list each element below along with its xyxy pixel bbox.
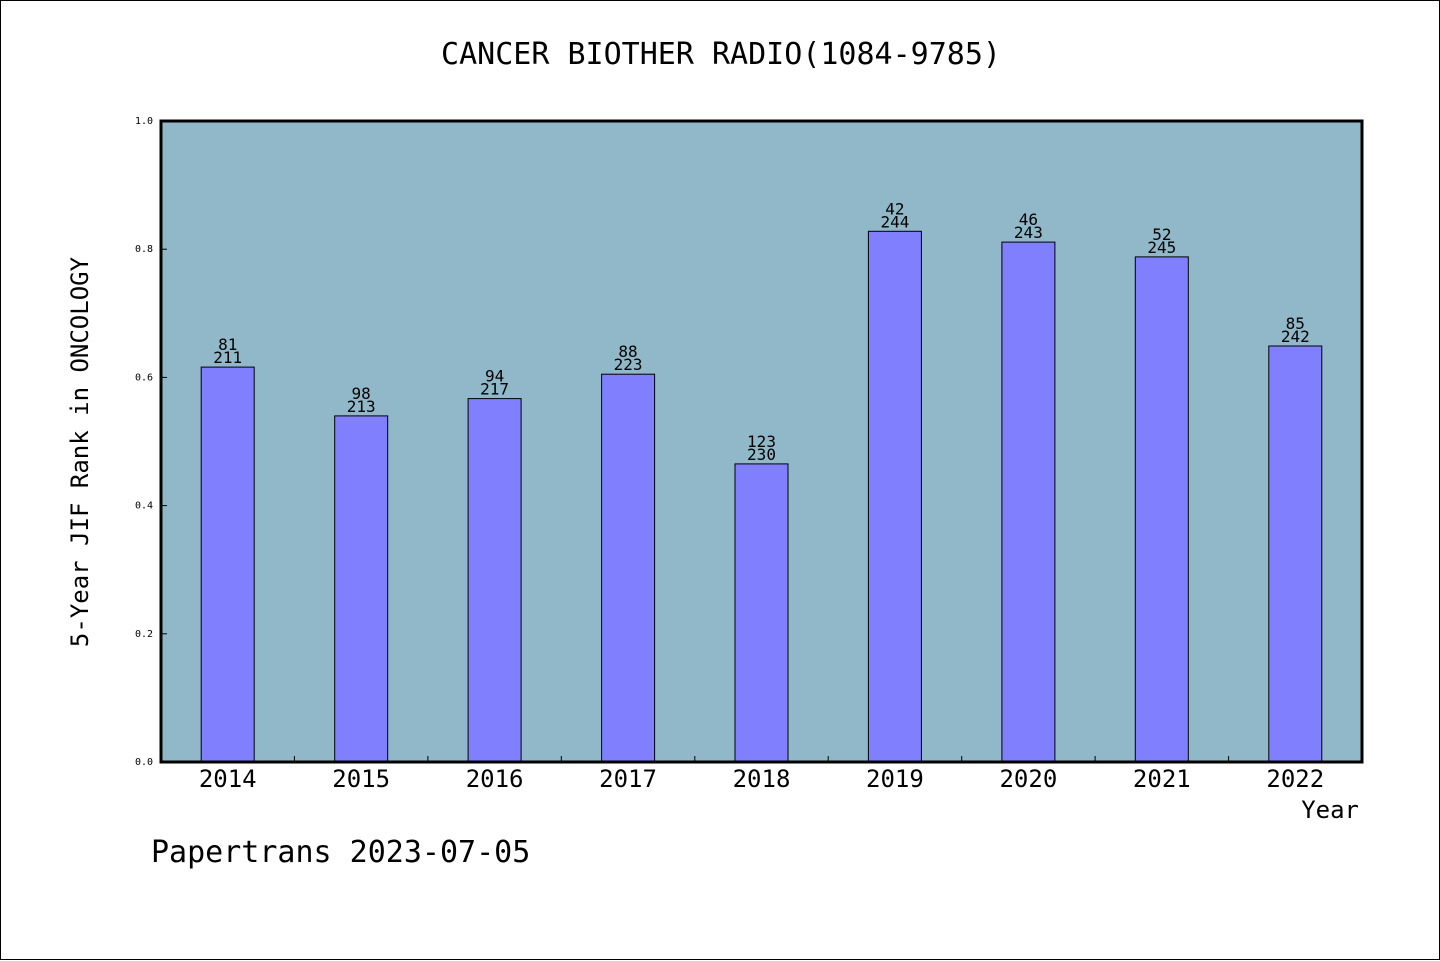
x-tick-label-2022: 2022 xyxy=(1266,765,1324,793)
bar-rank-label-2018: 123 xyxy=(747,432,776,451)
bar-2018 xyxy=(734,463,789,763)
bar-2021 xyxy=(1134,256,1189,763)
ticks-layer: 2014 2015 2016 2017 2018 2019 2020 2021 2022 0.0 0… xyxy=(135,116,1324,793)
x-tick-label-2015: 2015 xyxy=(332,765,390,793)
bar-rank-label-2014: 81 xyxy=(218,335,237,354)
bar-2016 xyxy=(467,398,522,763)
y-tick-label: 1.0 xyxy=(135,116,153,127)
x-tick-label-2021: 2021 xyxy=(1133,765,1191,793)
bar-total-label-2015: 213 xyxy=(347,397,376,416)
bar-total-label-2017: 223 xyxy=(614,355,643,374)
bar-total-label-2016: 217 xyxy=(480,380,509,399)
bar-total-label-2022: 242 xyxy=(1281,327,1310,346)
bar-2014 xyxy=(200,366,255,763)
x-tick-label-2016: 2016 xyxy=(466,765,524,793)
bar-total-label-2019: 244 xyxy=(880,212,909,231)
bar-2019 xyxy=(867,230,922,763)
x-tick-label-2019: 2019 xyxy=(866,765,924,793)
bar-total-label-2018: 230 xyxy=(747,445,776,464)
y-tick-label: 0.8 xyxy=(135,244,153,255)
bar-2017 xyxy=(601,373,656,763)
plot-frame xyxy=(159,119,1364,764)
bar-total-label-2014: 211 xyxy=(213,348,242,367)
x-tick-label-2014: 2014 xyxy=(199,765,257,793)
x-tick-label-2018: 2018 xyxy=(733,765,791,793)
x-axis-label: Year xyxy=(1301,796,1359,824)
bar-rank-label-2017: 88 xyxy=(618,342,637,361)
x-tick-label-2020: 2020 xyxy=(999,765,1057,793)
bar-rank-label-2019: 42 xyxy=(885,199,904,218)
bar-2015 xyxy=(334,415,389,763)
footer-stamp: Papertrans 2023-07-05 xyxy=(151,835,531,870)
bar-total-label-2021: 245 xyxy=(1147,238,1176,257)
y-tick-label: 0.4 xyxy=(135,501,153,512)
bar-2022 xyxy=(1268,345,1323,763)
bar-rank-label-2016: 94 xyxy=(485,367,504,386)
bar-rank-label-2020: 46 xyxy=(1019,210,1038,229)
y-tick-label: 0.6 xyxy=(135,372,153,383)
chart-title: CANCER BIOTHER RADIO(1084-9785) xyxy=(441,37,1001,72)
bar-total-label-2020: 243 xyxy=(1014,223,1043,242)
bar-rank-label-2021: 52 xyxy=(1152,225,1171,244)
y-axis-label: 5-Year JIF Rank in ONCOLOGY xyxy=(66,256,94,648)
bar-rank-label-2022: 85 xyxy=(1286,314,1305,333)
x-tick-label-2017: 2017 xyxy=(599,765,657,793)
y-tick-label: 0.2 xyxy=(135,629,153,640)
y-tick-label: 0.0 xyxy=(135,757,153,768)
bar-rank-label-2015: 98 xyxy=(352,384,371,403)
bar-2020 xyxy=(1001,241,1056,763)
